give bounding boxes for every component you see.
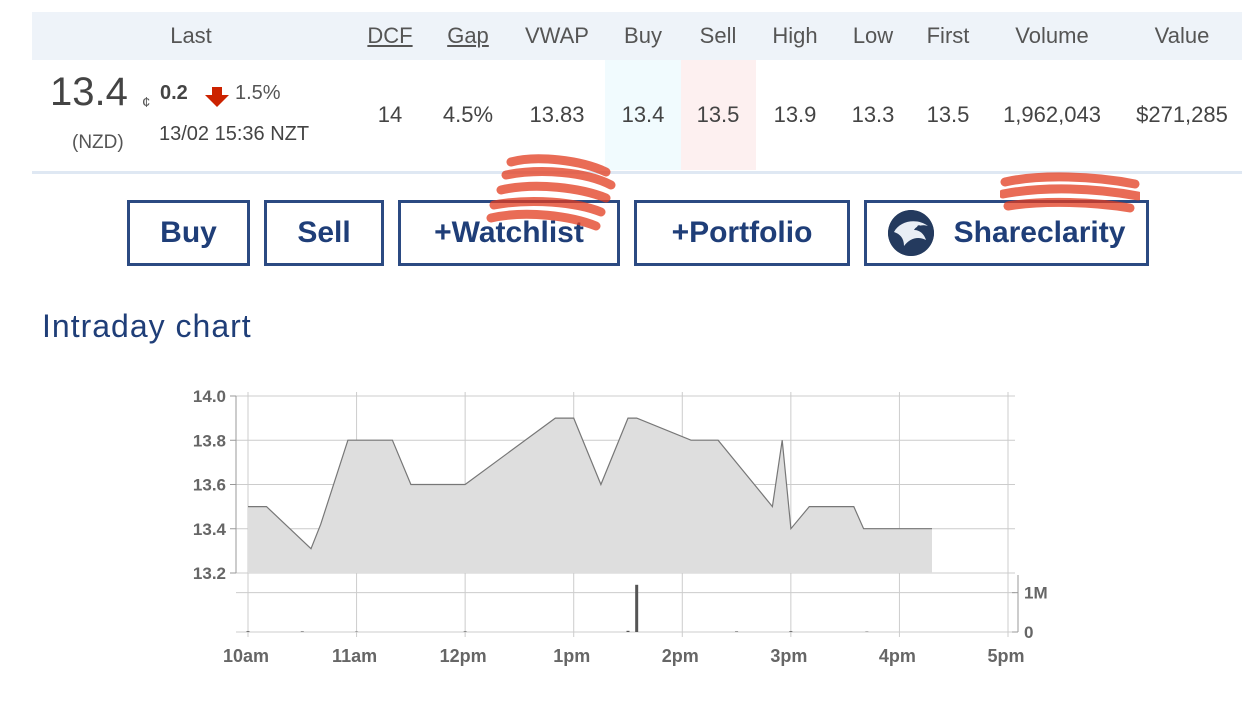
- gap-value: 4.5%: [442, 102, 494, 127]
- header-buy: Buy: [624, 23, 662, 48]
- volume-bar: [463, 631, 467, 632]
- first-value: 13.5: [926, 102, 970, 127]
- down-arrow-icon: [205, 87, 229, 107]
- section-title: Intraday chart: [42, 308, 252, 344]
- header-low: Low: [852, 23, 894, 48]
- watchlist-button[interactable]: +Watchlist: [398, 200, 620, 266]
- shareclarity-button[interactable]: Shareclarity: [864, 200, 1149, 266]
- price-tick-label: 13.4: [193, 520, 227, 539]
- price-tick-label: 13.6: [193, 476, 226, 495]
- high-value: 13.9: [773, 102, 817, 127]
- buy-cell-highlight: [605, 60, 681, 170]
- time-tick-label: 11am: [332, 646, 377, 666]
- header-vwap: VWAP: [525, 23, 589, 48]
- sell-value: 13.5: [696, 102, 740, 127]
- quote-table: Last DCF Gap VWAP Buy Sell High Low Firs…: [32, 0, 1242, 175]
- sell-cell-highlight: [681, 60, 756, 170]
- currency-label: (NZD): [72, 132, 124, 153]
- header-volume: Volume: [1015, 23, 1089, 48]
- volume-value: 1,962,043: [1003, 102, 1101, 127]
- dcf-value: 14: [377, 102, 403, 127]
- portfolio-button[interactable]: +Portfolio: [634, 200, 850, 266]
- value-value: $271,285: [1136, 102, 1228, 127]
- time-tick-label: 3pm: [770, 646, 807, 666]
- price-tick-label: 13.8: [193, 431, 226, 450]
- volume-bar: [789, 631, 793, 632]
- eagle-logo-icon: [887, 210, 934, 256]
- price-area: [248, 418, 932, 573]
- time-axis: 10am 11am 12pm 1pm 2pm 3pm 4pm 5pm: [223, 646, 1025, 666]
- header-dcf-link[interactable]: DCF: [367, 23, 413, 48]
- volume-axis: 1M 0: [1012, 575, 1048, 642]
- sell-button[interactable]: Sell: [264, 200, 384, 266]
- price-unit: ¢: [142, 94, 151, 111]
- header-gap-link[interactable]: Gap: [447, 23, 489, 48]
- header-value: Value: [1154, 23, 1210, 48]
- header-sell: Sell: [699, 23, 737, 48]
- time-tick-label: 1pm: [553, 646, 590, 666]
- time-tick-label: 12pm: [440, 646, 487, 666]
- buy-value: 13.4: [621, 102, 665, 127]
- vwap-value: 13.83: [529, 102, 585, 127]
- volume-tick-label: 0: [1024, 623, 1033, 642]
- volume-bar: [735, 631, 739, 632]
- volume-bar: [635, 584, 639, 632]
- time-tick-label: 5pm: [987, 646, 1024, 666]
- volume-bars: [246, 584, 869, 632]
- header-first: First: [926, 23, 970, 48]
- price-tick-label: 13.2: [193, 564, 226, 583]
- volume-bar: [626, 630, 630, 632]
- price-line: [248, 417, 932, 550]
- header-last: Last: [170, 23, 212, 48]
- price-axis: 14.0 13.8 13.6 13.4 13.2: [193, 387, 237, 583]
- volume-bar: [246, 631, 250, 632]
- volume-tick-label: 1M: [1024, 584, 1048, 603]
- volume-bar: [300, 631, 304, 632]
- quote-timestamp: 13/02 15:36 NZT: [159, 123, 310, 145]
- price-change: 0.2: [160, 82, 188, 104]
- shareclarity-label: Shareclarity: [953, 216, 1126, 249]
- price-change-percent: 1.5%: [235, 82, 281, 104]
- price-tick-label: 14.0: [193, 387, 226, 406]
- time-tick-label: 4pm: [879, 646, 916, 666]
- buy-button[interactable]: Buy: [127, 200, 250, 266]
- quote-divider: [32, 171, 1242, 174]
- quote-header-row: [32, 12, 1242, 60]
- intraday-chart: 14.0 13.8 13.6 13.4 13.2 1M 0 10am 11am 12pm 1pm…: [193, 387, 1048, 666]
- last-price: 13.4: [50, 70, 128, 114]
- low-value: 13.3: [851, 102, 895, 127]
- time-tick-label: 10am: [223, 646, 269, 666]
- header-high: High: [772, 23, 818, 48]
- time-tick-label: 2pm: [662, 646, 699, 666]
